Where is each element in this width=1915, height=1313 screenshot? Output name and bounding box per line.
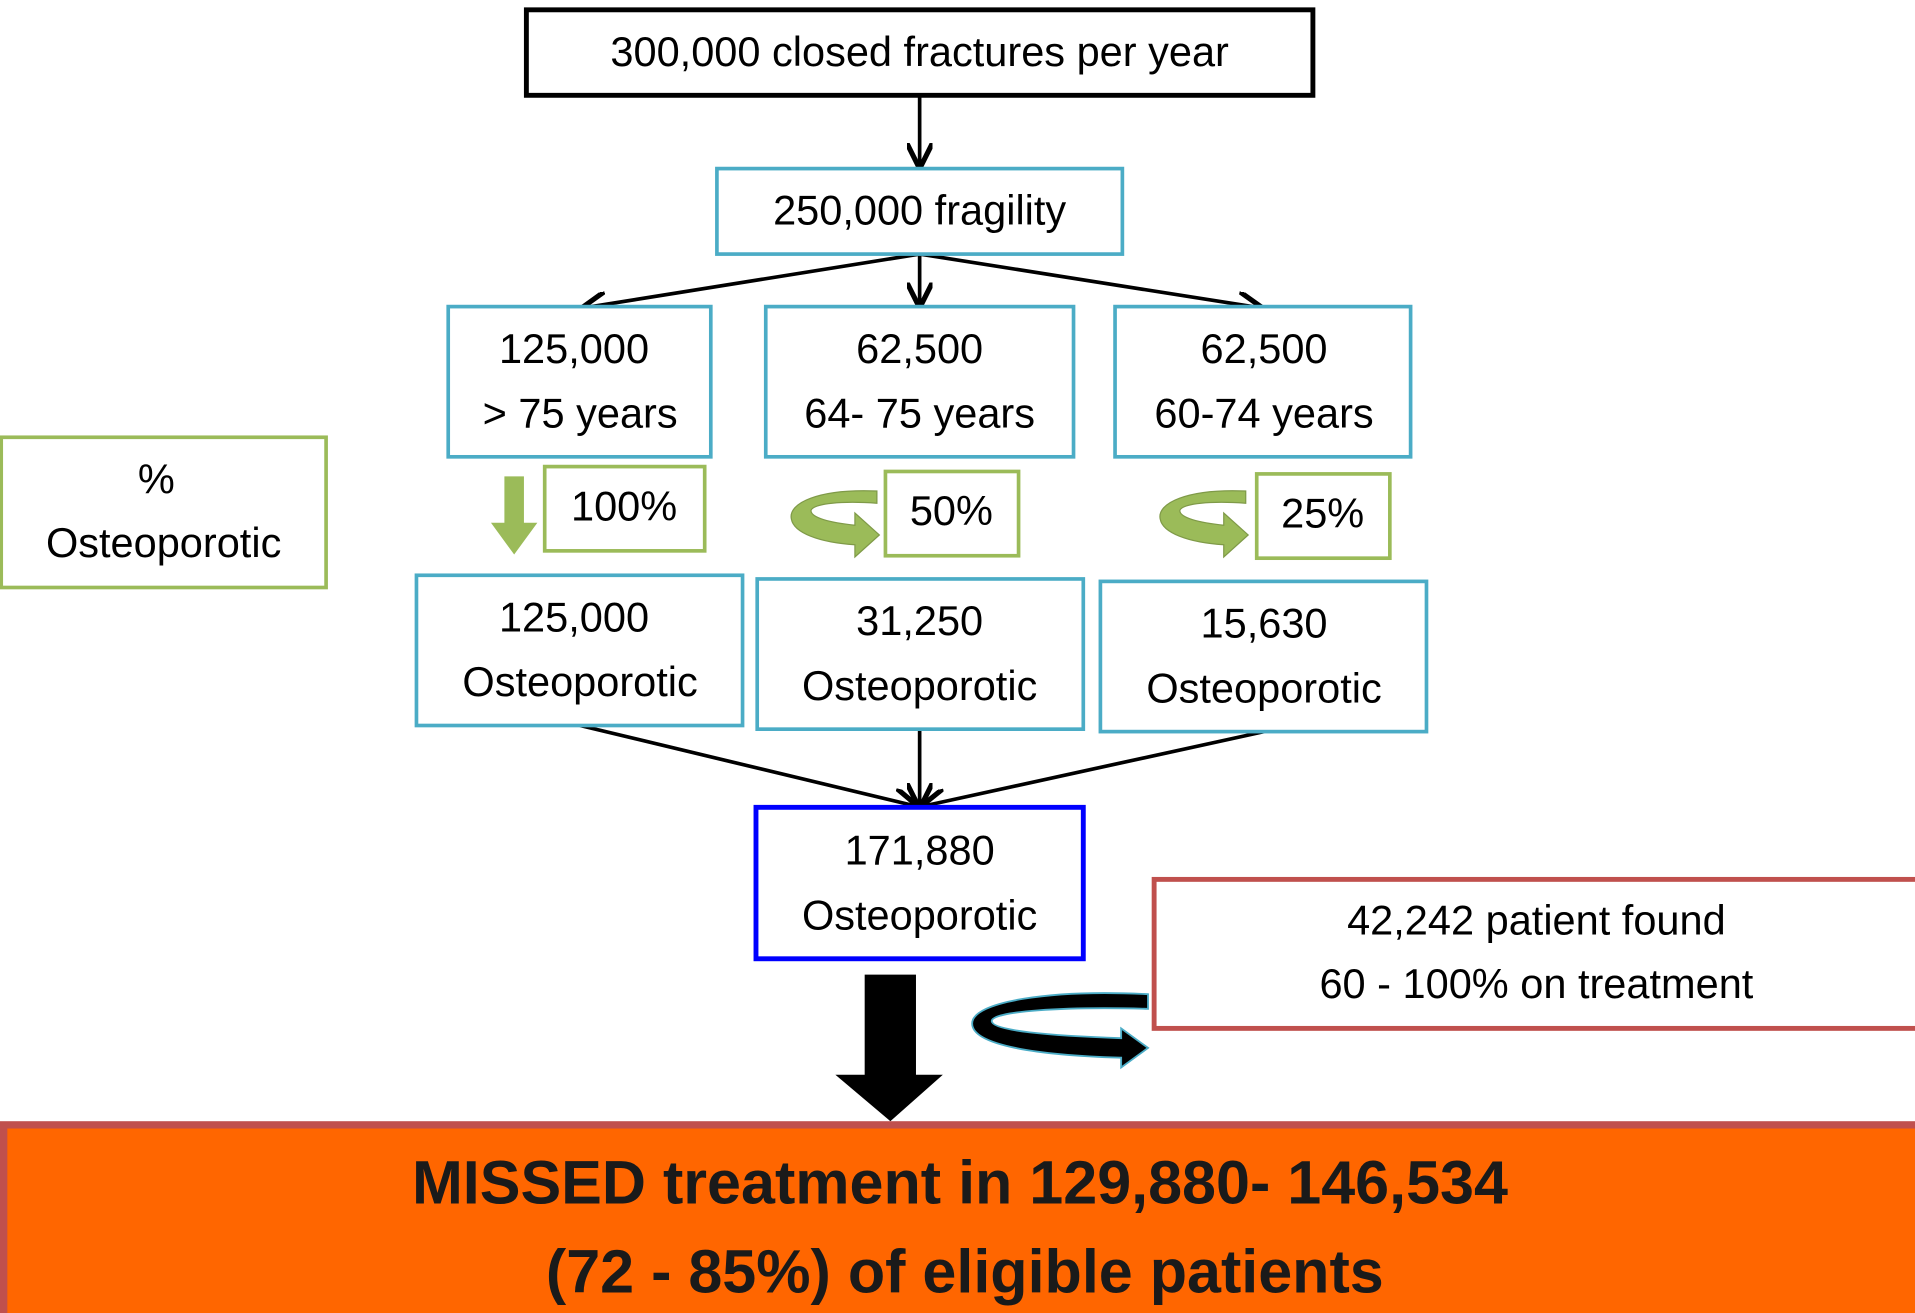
- found-text: 60 - 100% on treatment: [1319, 960, 1753, 1007]
- rate-label: Osteoporotic: [46, 519, 281, 566]
- rate-label-box: [0, 435, 328, 590]
- age-count: 62,500: [856, 325, 983, 372]
- rate-label: %: [138, 455, 175, 502]
- found-text: 42,242 patient found: [1347, 896, 1726, 943]
- osteo-label: Osteoporotic: [462, 658, 697, 705]
- total-text: 300,000 closed fractures per year: [610, 28, 1229, 75]
- age-count: 62,500: [1201, 325, 1328, 372]
- rate-text: 50%: [910, 487, 993, 534]
- osteo-box: [755, 577, 1086, 731]
- rate-box: [1254, 472, 1392, 561]
- fragility-box: [715, 166, 1125, 256]
- sum-box: [753, 804, 1086, 962]
- osteo-box: [1098, 579, 1429, 734]
- osteo-label: Osteoporotic: [802, 662, 1037, 709]
- connectors: [580, 95, 1264, 806]
- age-box: [1113, 304, 1413, 459]
- age-box: [446, 304, 713, 459]
- missed-box: [0, 1121, 1915, 1313]
- age-count: 125,000: [499, 325, 649, 372]
- osteo-label: Osteoporotic: [1146, 664, 1381, 711]
- osteo-count: 125,000: [499, 593, 649, 640]
- rate-box: [883, 469, 1021, 558]
- total-box: [523, 7, 1316, 98]
- rate-box: [542, 464, 707, 553]
- age-range: 60-74 years: [1154, 389, 1373, 436]
- sum-count: 171,880: [845, 827, 995, 874]
- rate-text: 100%: [571, 482, 677, 529]
- curved-arrow: [1159, 490, 1250, 559]
- osteo-box: [414, 573, 745, 728]
- osteo-count: 15,630: [1201, 600, 1328, 647]
- osteo-count: 31,250: [856, 597, 983, 644]
- big-arrow: [835, 974, 943, 1122]
- fragility-text: 250,000 fragility: [773, 187, 1066, 234]
- age-range: > 75 years: [483, 389, 678, 436]
- missed-text: MISSED treatment in 129,880- 146,534: [412, 1148, 1508, 1216]
- curved-arrow-black: [971, 992, 1150, 1070]
- down-arrow: [490, 476, 538, 555]
- age-range: 64- 75 years: [804, 389, 1035, 436]
- found-box: [1151, 876, 1915, 1031]
- rate-text: 25%: [1281, 490, 1364, 537]
- missed-text: (72 - 85%) of eligible patients: [546, 1237, 1384, 1305]
- age-box: [763, 304, 1076, 459]
- sum-label: Osteoporotic: [802, 891, 1037, 938]
- curved-arrow: [790, 490, 881, 559]
